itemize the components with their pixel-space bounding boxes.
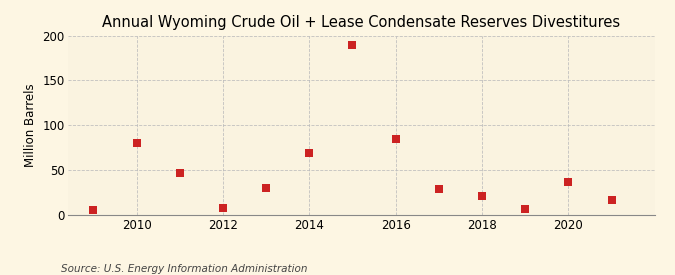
Point [563, 180, 574, 185]
Point [390, 137, 401, 142]
Point [261, 185, 271, 190]
Y-axis label: Million Barrels: Million Barrels [24, 83, 37, 167]
Point [347, 42, 358, 47]
Point [131, 141, 142, 145]
Point [174, 171, 185, 176]
Point [304, 151, 315, 155]
Point [217, 206, 228, 210]
Point [433, 187, 444, 192]
Point [520, 207, 531, 211]
Text: Source: U.S. Energy Information Administration: Source: U.S. Energy Information Administ… [61, 264, 307, 274]
Point [606, 198, 617, 202]
Point [477, 194, 487, 198]
Point [88, 208, 99, 212]
Title: Annual Wyoming Crude Oil + Lease Condensate Reserves Divestitures: Annual Wyoming Crude Oil + Lease Condens… [102, 15, 620, 31]
